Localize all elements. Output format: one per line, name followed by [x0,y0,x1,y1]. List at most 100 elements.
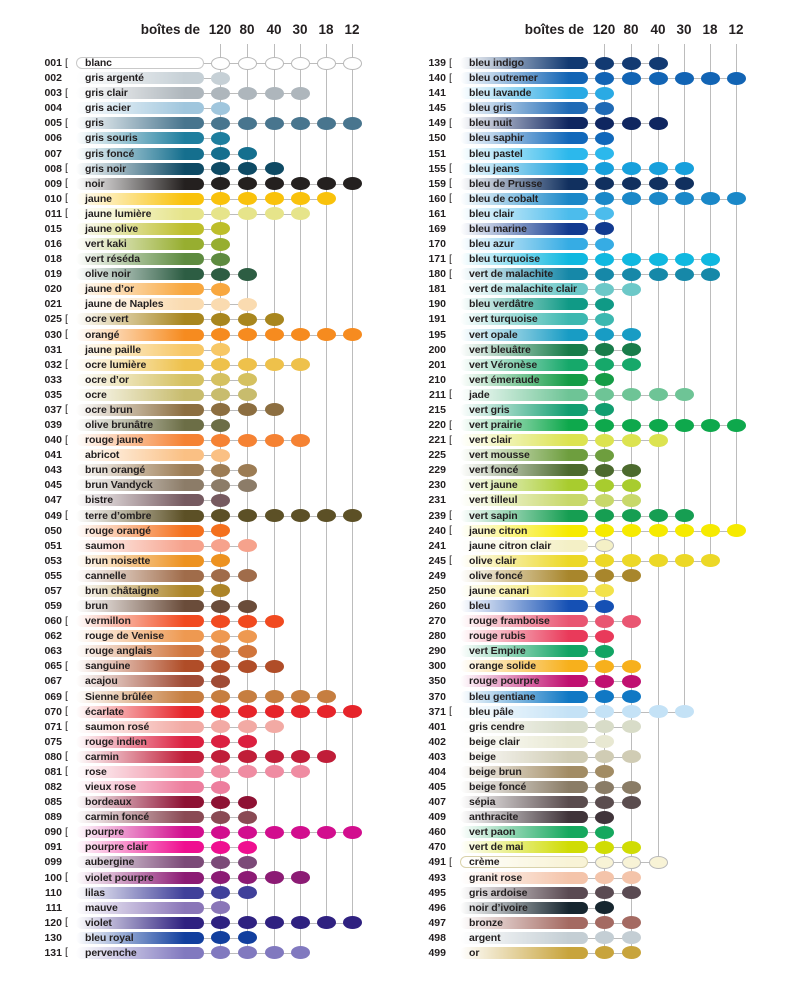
color-swatch-bar [76,494,204,507]
availability-dot-80 [621,71,641,85]
color-code: 211 [429,388,446,401]
availability-dot-120 [210,539,230,553]
color-name: vert clair [469,434,512,447]
availability-dot-120 [594,207,614,221]
availability-dot-40 [264,871,284,884]
color-swatch-bar [76,72,204,85]
availability-dot-120 [594,493,614,507]
color-code: 032 [44,358,62,371]
bracket-mark: [ [449,267,452,280]
color-swatch-bar [76,735,204,748]
availability-dot-12 [726,71,746,85]
color-name: bistre [85,494,113,507]
availability-dot-120 [594,825,614,839]
color-name: violet pourpre [85,871,154,884]
color-name: olive foncé [469,569,523,582]
color-name: bleu jeans [469,162,520,175]
color-code: 145 [428,102,446,115]
color-name: jaune lumière [85,207,152,220]
bracket-mark: [ [65,433,68,446]
color-name: vert tilleul [469,494,518,507]
color-name: ocre d’or [85,373,130,386]
color-swatch-bar [460,645,588,658]
bracket-mark: [ [65,750,68,763]
color-name: jaune paille [85,343,141,356]
color-name: vert jaune [469,479,518,492]
color-swatch-bar [76,569,204,582]
color-swatch-bar [460,584,588,597]
availability-dot-80 [621,433,641,447]
availability-dot-80 [237,328,257,341]
availability-dot-120 [594,855,614,869]
availability-dot-80 [237,659,257,673]
availability-dot-120 [594,539,614,553]
availability-dot-120 [210,71,230,85]
color-swatch-bar [460,147,588,160]
availability-dot-120 [210,614,230,628]
availability-dot-80 [621,916,641,930]
availability-dot-30 [290,509,310,522]
availability-dot-30 [674,267,694,281]
color-name: bronze [469,916,503,929]
color-name: abricot [85,449,120,462]
color-swatch-bar [76,102,204,115]
color-name: bleu azur [469,238,515,250]
availability-dot-120 [210,403,230,417]
color-code: 011 [45,207,62,220]
color-name: vert bleuâtre [469,343,531,356]
availability-dot-120 [594,750,614,764]
availability-dot-40 [264,403,284,417]
color-name: ocre vert [85,313,129,326]
grid-line-vertical [274,44,275,953]
availability-dot-40 [264,614,284,628]
color-code: 089 [44,811,62,824]
availability-dot-120 [594,343,614,357]
color-swatch-bar [460,238,588,250]
availability-dot-120 [594,720,614,734]
color-name: jaune [85,192,112,205]
availability-dot-120 [210,509,230,522]
availability-dot-120 [594,690,614,703]
availability-dot-40 [264,690,284,703]
color-code: 245 [428,554,446,567]
color-name: argent [469,931,501,944]
color-swatch-bar [460,162,588,175]
availability-dot-120 [210,765,230,779]
color-name: rouge orangé [85,524,151,537]
availability-dot-40 [264,192,284,206]
bracket-mark: [ [65,509,68,521]
availability-dot-120 [594,524,614,538]
color-name: vert de malachite [469,268,554,281]
box-size-header-80: 80 [623,22,639,37]
color-name: rouge jaune [85,434,144,447]
color-swatch-bar [460,826,588,839]
availability-dot-80 [237,86,257,100]
availability-dot-18 [316,328,336,341]
availability-dot-80 [621,705,641,719]
color-name: bleu gris [469,102,512,115]
availability-dot-80 [237,433,257,447]
bracket-mark: [ [65,765,68,778]
color-name: gris cendre [469,720,525,733]
color-swatch-bar [460,464,588,477]
availability-dot-80 [621,946,641,960]
availability-dot-80 [237,116,257,130]
availability-dot-120 [210,192,230,206]
availability-dot-40 [264,509,284,522]
color-code: 016 [44,238,62,250]
color-swatch-bar [76,584,204,597]
color-code: 120 [44,916,62,929]
availability-dot-120 [594,162,614,176]
availability-dot-120 [594,222,614,236]
color-name: bleu pastel [469,147,523,160]
box-size-header-120: 120 [592,22,616,37]
availability-dot-120 [594,629,614,643]
availability-dot-40 [648,509,668,522]
color-name: bleu turquoise [469,253,540,266]
availability-dot-40 [264,433,284,447]
availability-dot-80 [237,403,257,417]
color-swatch-bar [76,615,204,628]
color-code: 169 [428,222,446,235]
availability-dot-40 [648,177,668,191]
color-name: carmin foncé [85,811,150,824]
